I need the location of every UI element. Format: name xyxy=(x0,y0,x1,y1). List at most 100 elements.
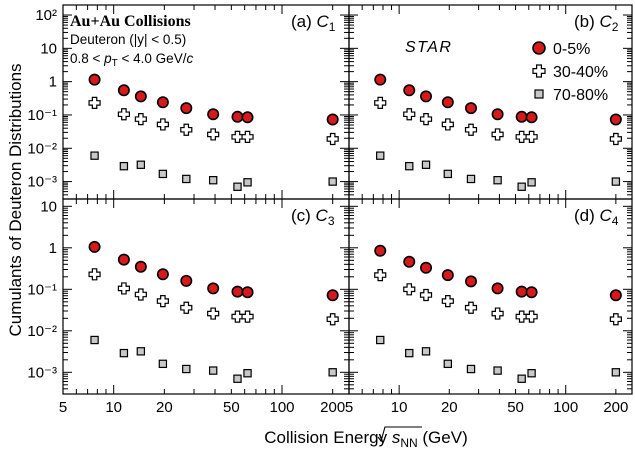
x-tick-label: 10 xyxy=(105,399,122,416)
x-tick-label: 50 xyxy=(223,399,240,416)
point-30-40 xyxy=(374,96,387,110)
point-30-40 xyxy=(326,313,339,326)
point-0-5 xyxy=(464,102,477,115)
point-30-40 xyxy=(180,123,193,136)
point-0-5 xyxy=(231,110,244,123)
point-0-5 xyxy=(441,269,454,282)
point-70-80 xyxy=(328,177,337,186)
y-tick-label: 10² xyxy=(35,7,57,24)
point-0-5 xyxy=(525,286,538,299)
point-0-5 xyxy=(134,90,147,103)
point-0-5 xyxy=(117,84,130,97)
point-70-80 xyxy=(405,161,414,171)
cumulant-symbol: C xyxy=(600,206,613,225)
x-tick-label: 100 xyxy=(269,399,294,416)
point-70-80 xyxy=(405,348,414,358)
legend-label: 0-5% xyxy=(553,41,590,58)
point-30-40 xyxy=(609,313,622,326)
y-tick-label: 10 xyxy=(40,198,57,215)
point-0-5 xyxy=(241,286,254,299)
point-0-5 xyxy=(515,110,528,123)
x-tick-label: 200 xyxy=(320,399,345,416)
point-30-40 xyxy=(117,108,130,121)
point-0-5 xyxy=(207,108,220,121)
point-70-80 xyxy=(119,348,129,358)
x-tick-label: 100 xyxy=(553,399,578,416)
y-tick-label: 10⁻¹ xyxy=(27,281,57,298)
point-0-5 xyxy=(180,102,193,115)
particle-selection: Deuteron (|y| < 0.5) xyxy=(70,32,186,47)
point-0-5 xyxy=(464,275,477,288)
x-tick-label: 50 xyxy=(507,399,524,416)
point-0-5 xyxy=(241,111,254,124)
y-tick-label: 10⁻³ xyxy=(27,364,57,381)
point-70-80 xyxy=(243,178,252,187)
point-30-40 xyxy=(88,268,101,281)
point-30-40 xyxy=(515,310,528,323)
point-70-80 xyxy=(611,177,621,186)
panel-frame xyxy=(62,198,350,395)
point-0-5 xyxy=(420,90,433,103)
cumulant-symbol: C xyxy=(600,12,613,31)
x-axis-label-sqrt-sub: NN xyxy=(400,436,417,450)
point-0-5 xyxy=(420,261,433,274)
cumulant-order: 4 xyxy=(612,214,619,228)
panel-label: (b) C2 xyxy=(574,12,619,34)
point-0-5 xyxy=(207,282,220,295)
cumulant-symbol: C xyxy=(317,12,330,31)
panel-b: (b) C2 xyxy=(348,4,633,200)
point-30-40 xyxy=(241,310,254,323)
point-70-80 xyxy=(328,368,337,377)
x-axis-label: Collision Energy sNN (GeV) xyxy=(264,428,467,450)
legend-label: 70-80% xyxy=(553,87,608,104)
legend-marker-70-80 xyxy=(534,89,544,99)
collision-title: Au+Au Collisions xyxy=(70,13,191,30)
point-0-5 xyxy=(374,244,387,257)
point-30-40 xyxy=(326,132,339,146)
legend-marker-30-40 xyxy=(532,64,546,78)
point-0-5 xyxy=(180,274,193,287)
point-70-80 xyxy=(611,368,621,377)
y-axis-label: Cumulants of Deuteron Distributions xyxy=(6,63,25,336)
point-70-80 xyxy=(443,169,453,179)
point-70-80 xyxy=(158,359,168,369)
point-30-40 xyxy=(491,307,504,320)
point-30-40 xyxy=(515,130,528,143)
point-30-40 xyxy=(134,113,147,126)
panel-d: 5 10 20 50 100 200 (d) C4 xyxy=(345,198,633,416)
cumulant-order: 3 xyxy=(328,214,335,228)
point-30-40 xyxy=(117,282,130,295)
panel-letter: (d) xyxy=(574,206,600,225)
pt-range-p: p xyxy=(103,51,112,66)
point-30-40 xyxy=(491,128,504,141)
x-axis-label-sqrt-s: s xyxy=(392,428,401,447)
point-30-40 xyxy=(403,283,416,296)
point-30-40 xyxy=(134,288,147,301)
point-0-5 xyxy=(326,289,339,302)
point-0-5 xyxy=(117,253,130,266)
x-axis-label-main: Collision Energy xyxy=(264,428,392,447)
point-70-80 xyxy=(208,366,218,375)
point-70-80 xyxy=(233,374,242,383)
panel-letter: (c) xyxy=(291,206,316,225)
point-30-40 xyxy=(441,118,454,131)
cumulant-order: 1 xyxy=(329,20,336,34)
x-tick-label: 10 xyxy=(391,399,408,416)
point-0-5 xyxy=(231,285,244,298)
point-70-80 xyxy=(182,364,191,374)
point-70-80 xyxy=(136,160,146,169)
point-30-40 xyxy=(525,310,538,323)
y-tick-label: 10⁻² xyxy=(27,140,57,157)
point-70-80 xyxy=(421,347,431,356)
legend: 0-5% 30-40% 70-80% xyxy=(532,41,608,104)
point-30-40 xyxy=(207,307,220,320)
point-30-40 xyxy=(88,96,101,110)
point-70-80 xyxy=(90,335,99,345)
x-axis-label-unit: (GeV) xyxy=(418,428,468,447)
point-70-80 xyxy=(376,335,385,345)
pt-range: 0.8 < pT < 4.0 GeV/c xyxy=(70,51,193,69)
panel-frame xyxy=(348,198,633,395)
point-30-40 xyxy=(403,108,416,121)
y-tick-label: 1 xyxy=(49,74,57,91)
